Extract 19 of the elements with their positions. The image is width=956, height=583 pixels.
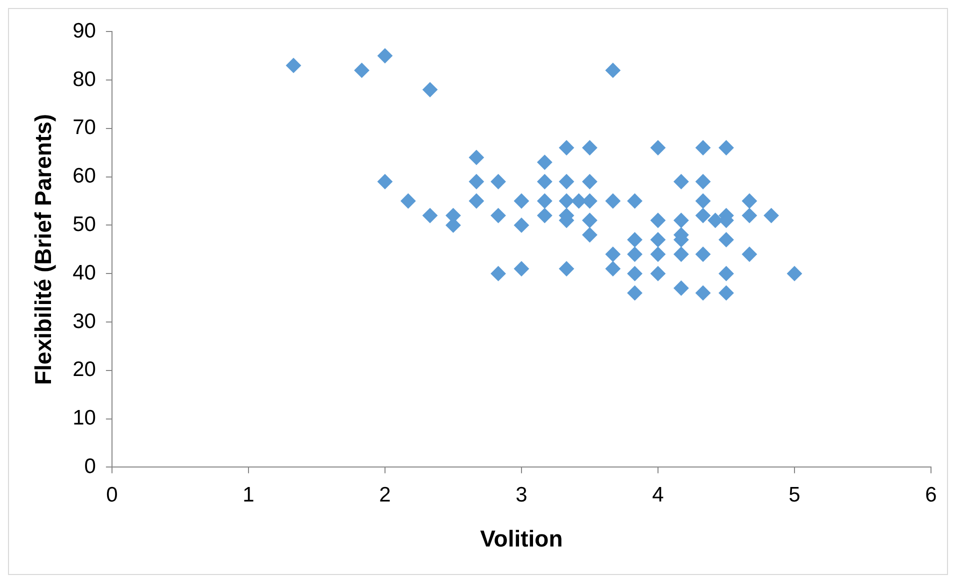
y-tick-label: 70 bbox=[72, 116, 96, 140]
x-tick-label: 3 bbox=[516, 484, 528, 507]
x-tick-label: 4 bbox=[652, 484, 664, 507]
y-tick-label: 90 bbox=[72, 19, 96, 42]
y-tick-label: 40 bbox=[72, 261, 96, 284]
y-tick-label: 10 bbox=[72, 406, 96, 430]
y-tick-label: 80 bbox=[72, 68, 96, 91]
y-tick-label: 20 bbox=[72, 358, 96, 382]
y-tick-label: 50 bbox=[72, 212, 96, 236]
x-tick-label: 2 bbox=[379, 484, 391, 507]
x-tick-label: 6 bbox=[925, 484, 937, 507]
x-tick-label: 1 bbox=[242, 484, 254, 507]
y-tick-label: 30 bbox=[72, 310, 96, 333]
x-axis-title: Volition bbox=[480, 526, 563, 552]
y-axis-title: Flexibilité (Brief Parents) bbox=[30, 114, 56, 385]
x-tick-label: 5 bbox=[788, 484, 800, 507]
y-tick-label: 0 bbox=[84, 454, 96, 478]
y-tick-label: 60 bbox=[72, 164, 96, 188]
x-tick-label: 0 bbox=[106, 484, 118, 507]
